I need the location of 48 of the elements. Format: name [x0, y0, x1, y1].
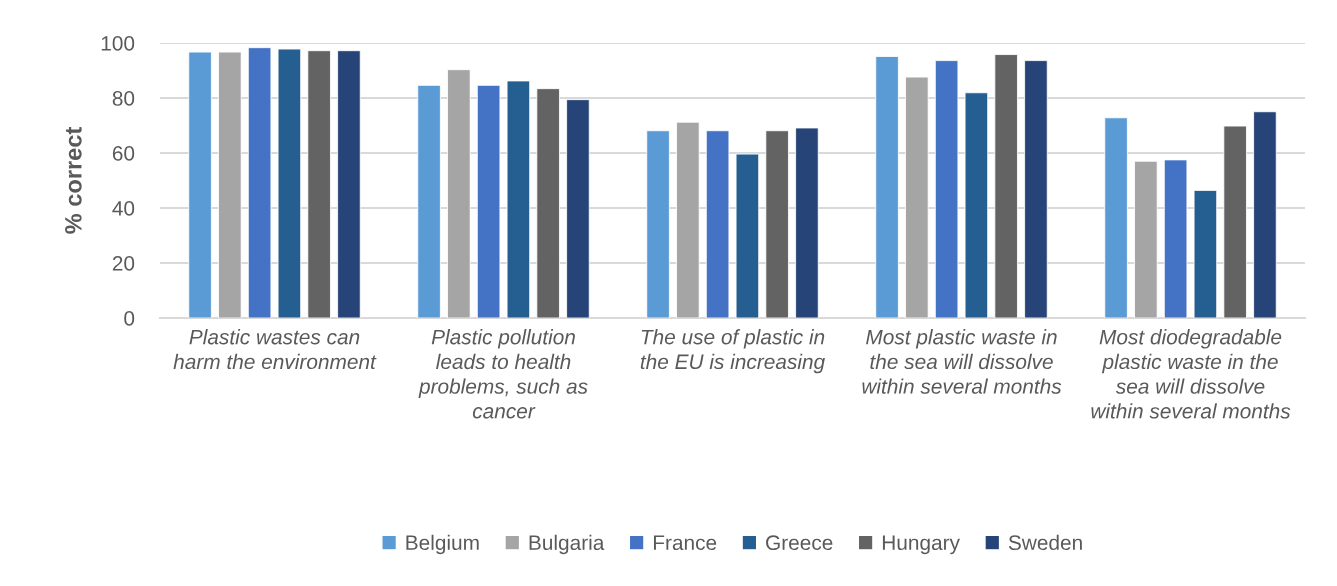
bar [447, 69, 471, 318]
y-tick-label: 20 [112, 256, 135, 271]
legend-label: Belgium [406, 534, 479, 555]
bar [476, 84, 501, 318]
x-tick-label: Plastic pollution leads to health problems, such as cancer [418, 329, 588, 419]
bar [1104, 117, 1128, 318]
y-tick-label: 0 [124, 311, 135, 326]
bar [566, 99, 590, 318]
bar [247, 47, 272, 318]
bar [417, 84, 441, 318]
y-axis-title: % correct [65, 126, 82, 234]
bar [735, 153, 760, 318]
bar [218, 51, 242, 318]
x-tick-label: Plastic wastes can harm the environment [173, 329, 377, 370]
bar [1163, 159, 1188, 318]
y-tick-label: 60 [112, 146, 135, 161]
bar [765, 130, 789, 318]
bar [506, 80, 531, 318]
legend-label: Bulgaria [529, 534, 605, 555]
bar [934, 60, 959, 318]
legend-label: France [653, 535, 717, 551]
x-tick-label: Most plastic waste in the sea will dissolve within several months [862, 329, 1062, 394]
y-tick-label: 100 [101, 36, 135, 51]
bar [1134, 160, 1158, 318]
bar [646, 130, 670, 318]
bar [964, 92, 989, 318]
bar [905, 76, 929, 318]
bar [536, 88, 560, 318]
legend-label: Sweden [1008, 534, 1082, 551]
bar [1253, 111, 1277, 318]
bar [1223, 125, 1247, 318]
bar [1024, 60, 1048, 318]
bar [277, 48, 302, 318]
x-tick-label: The use of plastic in the EU is increasing [640, 329, 825, 374]
bar [676, 121, 700, 318]
bar [337, 50, 361, 318]
legend-label: Greece [766, 535, 833, 551]
bar [795, 127, 819, 318]
bar [994, 54, 1018, 318]
y-tick-label: 40 [112, 201, 135, 216]
legend-label: Hungary [882, 535, 960, 555]
bar [307, 50, 331, 318]
x-tick-label: Most diodegradable plastic waste in the sea will dissolve within several months [1091, 329, 1291, 419]
y-tick-label: 80 [112, 91, 135, 106]
bar [875, 56, 899, 318]
bar [705, 130, 730, 318]
bar [1193, 189, 1218, 318]
bar [188, 51, 212, 318]
